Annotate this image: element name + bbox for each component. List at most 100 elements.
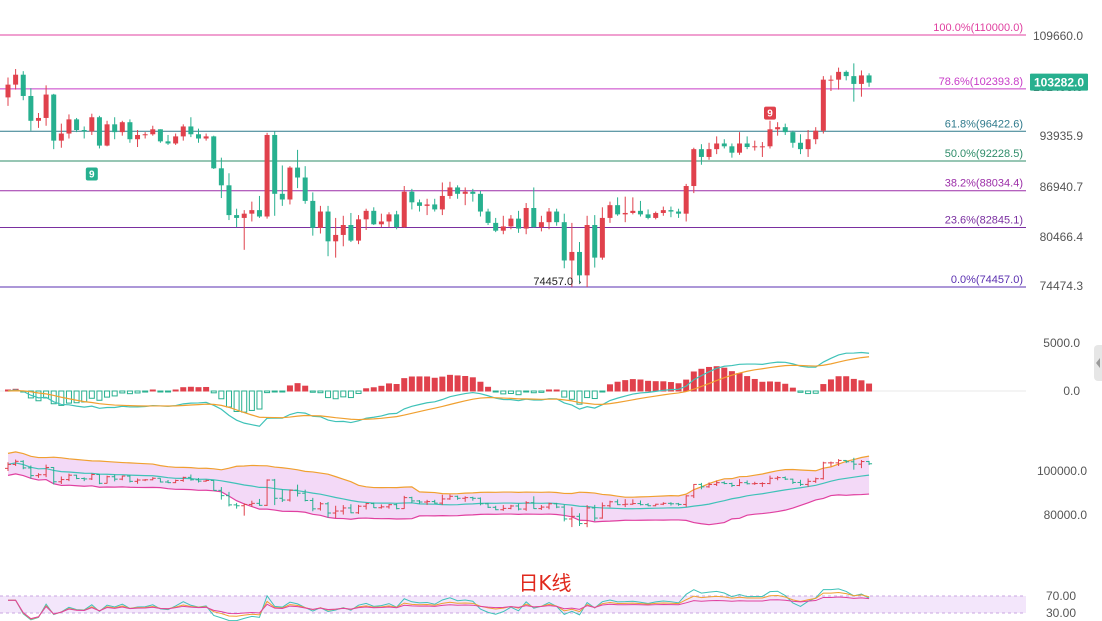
candle-body [43,94,49,118]
candle-body [584,225,590,276]
boll-ohlc-bar [485,502,492,508]
candle [302,166,308,204]
candle-body [691,149,697,187]
price-axis-tick: 80466.4 [1040,230,1084,244]
candle-body [843,71,849,77]
macd-histogram-bar [721,367,728,392]
candle [241,210,247,250]
candle [356,215,362,245]
boll-ohlc-bar [614,499,621,506]
boll-ohlc-bar [187,474,194,481]
macd-histogram-bar [340,390,347,398]
boll-ohlc-bar [225,491,232,507]
macd-histogram-bar [789,387,796,392]
macd-histogram-bar [774,381,781,392]
macd-histogram-bar [591,390,598,400]
macd-histogram-bar [142,390,149,393]
panel-scroll-handle[interactable] [1094,345,1102,381]
low-marker-arrow: › [578,278,582,288]
candle-body [531,207,537,228]
boll-ohlc-bar [65,473,72,482]
fib-label: 38.2%(88034.4) [945,178,1023,190]
candle [455,185,461,199]
candle-body [775,127,781,130]
candle-body [74,119,80,131]
macd-histogram-bar [317,390,324,394]
candle [637,200,643,217]
boll-ohlc-bar [683,495,690,507]
boll-ohlc-bar [629,499,636,505]
macd-histogram-bar [416,376,423,392]
boll-ohlc-bar [774,476,781,481]
chart-caption: 日K线 [518,571,571,595]
macd-histogram-bar [477,381,484,392]
candle [820,76,826,134]
boll-ohlc-bar [309,497,316,512]
macd-histogram-bar [660,381,667,392]
boll-ohlc-bar [172,479,179,484]
candle [371,207,377,226]
macd-histogram-bar [165,390,172,393]
candle [546,207,552,230]
boll-ohlc-bar [294,484,301,497]
candle-body [592,225,598,258]
candle [470,188,476,202]
candle-body [173,136,179,144]
candle [310,192,316,236]
candle-body [127,122,133,140]
candle-body [378,221,384,225]
candle-body [737,143,743,153]
candle-body [119,122,125,133]
candle-body [744,143,750,148]
boll-ohlc-bar [553,502,560,509]
candle [348,212,354,243]
boll-ohlc-bar [606,500,613,508]
candle [180,124,186,141]
candle [782,123,788,135]
candle [714,136,720,155]
candle [325,205,331,257]
boll-ohlc-bar [805,478,812,487]
macd-histogram-bar [424,376,431,392]
osc-line-fast [8,588,870,621]
candle [630,197,636,215]
boll-ohlc-bar [782,476,789,481]
candle [477,190,483,217]
candle-body [508,218,514,227]
candle-body [698,149,704,157]
macd-histogram-bar [645,380,652,392]
macd-histogram-bar [218,390,225,400]
candle-body [287,167,293,200]
candle-body [325,211,331,242]
candle [615,197,621,216]
macd-histogram-bar [561,390,568,398]
boll-ohlc-bar [302,489,309,502]
boll-ohlc-bar [378,504,385,509]
boll-mid-line [7,462,870,510]
candle [538,215,544,232]
macd-histogram-bar [462,375,469,392]
boll-ohlc-bar [584,505,591,528]
candle [287,166,293,205]
boll-ohlc-bar [73,474,80,480]
candle-body [234,215,240,218]
td-sequential-markers: 99 [85,106,776,181]
candle [592,215,598,268]
candle-body [500,226,506,231]
candle-body [752,146,758,148]
candle-body [66,119,72,134]
candle [569,222,575,287]
macd-histogram-bar [104,390,111,398]
macd-histogram-bar [431,377,438,392]
macd-histogram-bar [507,390,514,394]
candle [508,215,514,230]
boll-ohlc-bar [233,502,240,509]
candle-body [272,134,278,194]
candle [256,195,262,218]
candle [836,67,842,90]
candle [333,217,339,258]
boll-ohlc-bar [706,482,713,488]
boll-ohlc-bar [827,461,834,467]
macd-histogram-bar [751,378,758,392]
